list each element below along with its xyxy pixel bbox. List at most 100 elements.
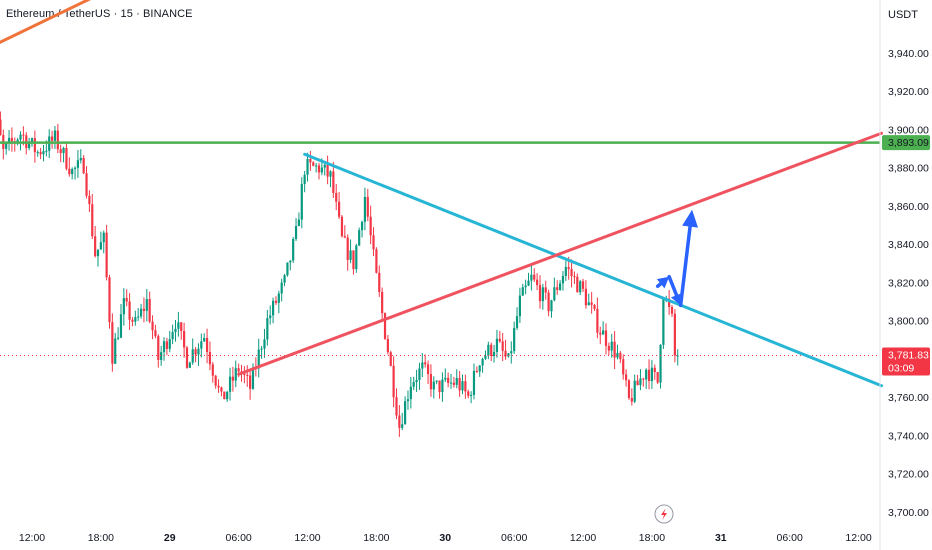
candle-body [200, 341, 203, 349]
candle-body [363, 196, 367, 222]
candle-body [320, 167, 323, 173]
candle-body [297, 219, 301, 227]
candle-body [148, 299, 151, 322]
candle-body [5, 143, 8, 149]
candle-body [418, 368, 421, 380]
candle-body [424, 362, 427, 365]
candle-body [332, 171, 335, 193]
candle-body [352, 250, 355, 270]
candle-body [36, 152, 39, 154]
candle-body [452, 382, 455, 385]
candle-body [613, 341, 616, 358]
candle-body [231, 376, 234, 381]
candle-body [521, 287, 524, 296]
candle-body [205, 337, 209, 353]
candle-body [174, 328, 177, 333]
candle-body [220, 387, 223, 392]
candle-body [128, 301, 131, 320]
candle-body [88, 195, 91, 205]
candle-body [510, 351, 513, 354]
candle-body [271, 300, 275, 316]
candle-body [670, 307, 674, 314]
arrow-segment [678, 224, 692, 308]
candle-body [79, 157, 82, 161]
candle-body [498, 338, 501, 342]
time-tick-label: 29 [164, 532, 176, 544]
candle-body [73, 167, 77, 169]
candle-body [547, 292, 550, 312]
candle-body [656, 372, 659, 383]
candle-body [381, 291, 384, 314]
candle-body [676, 355, 679, 357]
candle-body [289, 260, 292, 263]
candle-body [369, 216, 372, 236]
lightning-icon[interactable] [654, 504, 674, 524]
candle-body [111, 322, 114, 364]
price-tick-label: 3,820.00 [888, 277, 929, 289]
candle-body [171, 332, 174, 340]
candle-body [315, 165, 318, 167]
time-tick-label: 31 [715, 532, 727, 544]
candle-body [541, 287, 544, 302]
candle-body [593, 304, 596, 309]
candle-body [475, 370, 478, 372]
candle-body [447, 377, 450, 383]
candles-layer [0, 111, 880, 437]
candle-body [71, 168, 74, 175]
price-tick-label: 3,740.00 [888, 430, 929, 442]
candle-body [429, 374, 433, 390]
candle-body [561, 276, 565, 284]
candle-body [185, 347, 189, 368]
candle-body [527, 280, 530, 286]
candle-body [317, 165, 321, 173]
candle-body [576, 276, 579, 293]
candle-body [392, 365, 395, 398]
candle-body [639, 378, 642, 386]
candle-body [398, 415, 401, 428]
candle-body [145, 299, 148, 311]
candle-body [478, 365, 481, 372]
candle-body [335, 192, 338, 202]
candle-body [536, 279, 539, 286]
candle-body [455, 378, 458, 385]
drawings-layer [0, 0, 884, 388]
candle-body [269, 315, 272, 319]
candle-body [183, 331, 186, 348]
candle-body [177, 322, 180, 329]
candle-body [50, 136, 54, 141]
arrow-segment [655, 281, 663, 289]
candle-body [389, 352, 392, 366]
last-price-badge [882, 347, 930, 376]
price-tick-label: 3,900.00 [888, 124, 929, 136]
candle-body [587, 302, 590, 306]
candle-body [266, 318, 269, 340]
time-tick-label: 30 [439, 532, 451, 544]
candle-body [360, 221, 364, 231]
time-tick-label: 12:00 [570, 532, 596, 544]
candle-body [53, 130, 57, 141]
candle-body [438, 380, 441, 393]
candle-body [283, 275, 286, 283]
time-tick-label: 12:00 [19, 532, 45, 544]
candle-body [326, 164, 329, 177]
price-axis: 3,700.003,720.003,740.003,760.003,780.00… [879, 0, 929, 550]
candle-body [556, 287, 559, 290]
resistance-price-text: 3,893.09 [888, 137, 929, 149]
candle-body [653, 367, 656, 373]
candle-body [223, 391, 226, 400]
candle-body [85, 173, 88, 196]
candle-body [570, 268, 573, 277]
candle-body [415, 379, 418, 383]
candle-body [99, 242, 102, 250]
candle-body [662, 299, 665, 345]
candle-body [349, 250, 352, 260]
candle-body [409, 386, 412, 400]
old-trend-line [0, 0, 92, 44]
currency-label[interactable]: USDT [888, 9, 918, 21]
candle-body [627, 380, 631, 398]
candle-body [435, 380, 438, 382]
candle-body [194, 349, 197, 355]
candle-body [203, 337, 206, 342]
candle-body [404, 401, 407, 425]
